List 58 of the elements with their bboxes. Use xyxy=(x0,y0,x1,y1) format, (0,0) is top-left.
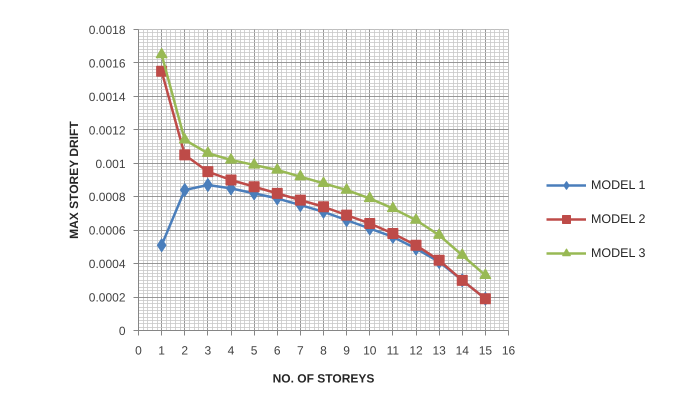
legend-label: MODEL 3 xyxy=(591,245,646,262)
x-tick-label: 7 xyxy=(297,344,304,358)
y-tick-label: 0.0004 xyxy=(88,257,126,272)
y-tick-label: 0.0008 xyxy=(88,190,126,204)
x-tick-label: 11 xyxy=(386,344,400,358)
x-tick-label: 5 xyxy=(250,344,258,358)
point xyxy=(178,133,191,144)
point xyxy=(294,170,306,180)
point xyxy=(294,194,306,206)
x-tick-label: 8 xyxy=(320,344,328,358)
point xyxy=(202,166,214,178)
point xyxy=(341,210,352,221)
point xyxy=(364,218,376,229)
y-tick-label: 0.0014 xyxy=(88,90,126,104)
point xyxy=(433,228,446,239)
x-tick-label: 6 xyxy=(274,344,281,358)
x-tick-label: 9 xyxy=(343,344,350,358)
y-axis-title: MAX STOREY DRIFT xyxy=(66,120,81,239)
x-tick-label: 3 xyxy=(204,344,212,358)
y-tick-label: 0.001 xyxy=(95,156,126,171)
legend-label: MODEL 1 xyxy=(591,177,646,194)
point xyxy=(179,149,190,160)
point xyxy=(318,176,330,188)
point xyxy=(386,202,399,212)
point xyxy=(156,48,168,58)
x-tick-label: 0 xyxy=(135,344,142,358)
point xyxy=(225,153,237,164)
y-tick-label: 0.0016 xyxy=(88,56,126,70)
x-tick-label: 4 xyxy=(228,344,235,358)
point xyxy=(340,183,353,194)
point xyxy=(434,254,445,266)
y-tick-label: 0.0002 xyxy=(88,290,126,305)
point xyxy=(318,201,329,212)
point xyxy=(364,192,376,202)
x-tick-label: 2 xyxy=(181,344,188,358)
point xyxy=(226,174,236,186)
x-axis-title: NO. OF STOREYS xyxy=(272,372,374,386)
x-tick-label: 15 xyxy=(478,344,492,358)
legend-label: MODEL 2 xyxy=(591,211,646,228)
y-tick-label: 0.0012 xyxy=(88,123,126,138)
y-tick-label: 0.0018 xyxy=(88,23,126,37)
point xyxy=(387,228,398,240)
point xyxy=(202,146,214,157)
point xyxy=(410,213,422,224)
point xyxy=(272,188,283,199)
x-tick-label: 12 xyxy=(409,344,423,358)
point xyxy=(271,163,284,174)
x-tick-label: 13 xyxy=(432,344,446,358)
x-tick-label: 14 xyxy=(456,344,470,358)
y-tick-label: 0.0006 xyxy=(88,224,126,238)
x-tick-label: 1 xyxy=(158,344,166,358)
point xyxy=(180,183,190,198)
point xyxy=(248,181,260,192)
x-tick-label: 10 xyxy=(363,344,377,358)
x-tick-label: 16 xyxy=(502,344,516,358)
point xyxy=(248,158,260,169)
point xyxy=(410,240,422,251)
y-tick-label: 0 xyxy=(118,324,126,338)
